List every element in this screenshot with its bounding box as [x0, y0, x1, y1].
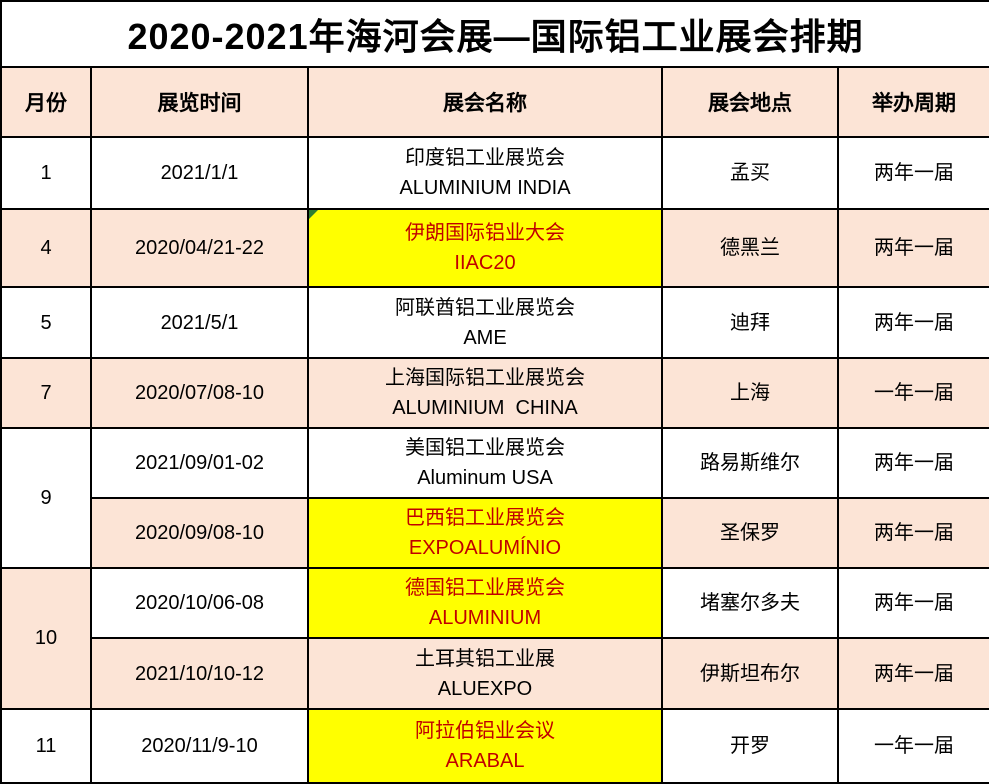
location-cell: 路易斯维尔	[661, 426, 839, 500]
name-cn: 上海国际铝工业展览会	[385, 366, 585, 389]
name-en: EXPOALUMÍNIO	[408, 537, 562, 560]
cycle-cell: 两年一届	[836, 135, 989, 211]
name-cn: 德国铝工业展览会	[405, 577, 565, 600]
location-cell: 伊斯坦布尔	[661, 637, 839, 710]
name-en: ALUMINIUM CHINA	[392, 396, 578, 419]
date-cell: 2020/04/21-22	[90, 208, 309, 289]
name-en: ALUMINIUM INDIA	[399, 177, 571, 200]
location-cell: 圣保罗	[661, 497, 839, 570]
excel-error-indicator-icon	[310, 211, 318, 220]
name-cell: 上海国际铝工业展览会 ALUMINIUM CHINA	[307, 356, 663, 429]
cycle-cell: 一年一届	[836, 356, 989, 429]
table-row: 11 2020/11/9-10 阿拉伯铝业会议 ARABAL 开罗 一年一届	[0, 707, 989, 784]
name-cell: 美国铝工业展览会 Aluminum USA	[307, 426, 663, 500]
date-cell: 2021/1/1	[90, 135, 309, 211]
date-cell: 2020/11/9-10	[90, 707, 309, 784]
column-header-name: 展会名称	[307, 66, 663, 138]
table-row: 2021/10/10-12 土耳其铝工业展 ALUEXPO 伊斯坦布尔 两年一届	[1, 637, 989, 710]
name-cn: 巴西铝工业展览会	[405, 507, 565, 530]
name-cell-highlighted: 德国铝工业展览会 ALUMINIUM	[307, 567, 663, 640]
cycle-cell: 一年一届	[836, 707, 989, 784]
table-row: 7 2020/07/08-10 上海国际铝工业展览会 ALUMINIUM CHI…	[0, 356, 989, 429]
name-en: AME	[463, 326, 507, 349]
date-cell: 2020/07/08-10	[90, 356, 309, 429]
name-cell-highlighted: 阿拉伯铝业会议 ARABAL	[307, 707, 663, 784]
location-cell: 堵塞尔多夫	[661, 567, 839, 640]
name-cn: 印度铝工业展览会	[405, 147, 565, 170]
name-cn: 阿联酋铝工业展览会	[395, 296, 575, 319]
table-row: 2020/09/08-10 巴西铝工业展览会 EXPOALUMÍNIO 圣保罗 …	[1, 497, 989, 570]
location-cell: 孟买	[661, 135, 839, 211]
location-cell: 上海	[661, 356, 839, 429]
table-row: 5 2021/5/1 阿联酋铝工业展览会 AME 迪拜 两年一届	[0, 286, 989, 359]
name-cell-highlighted: 巴西铝工业展览会 EXPOALUMÍNIO	[307, 497, 663, 570]
title-row: 2020-2021年海河会展—国际铝工业展会排期	[0, 0, 989, 68]
date-cell: 2020/09/08-10	[90, 497, 309, 570]
month-cell: 7	[0, 356, 92, 429]
date-cell: 2021/09/01-02	[90, 426, 309, 500]
name-cell: 印度铝工业展览会 ALUMINIUM INDIA	[307, 135, 663, 211]
column-header-row: 月份 展览时间 展会名称 展会地点 举办周期	[0, 66, 989, 138]
date-cell: 2021/5/1	[90, 286, 309, 359]
name-cn: 土耳其铝工业展	[415, 647, 555, 670]
name-cell: 阿联酋铝工业展览会 AME	[307, 286, 663, 359]
name-cn: 伊朗国际铝业大会	[405, 222, 565, 245]
location-cell: 德黑兰	[661, 208, 839, 289]
name-en: ALUMINIUM	[428, 607, 542, 630]
month-cell-span: 9	[0, 426, 92, 570]
cycle-cell: 两年一届	[836, 286, 989, 359]
location-cell: 开罗	[661, 707, 839, 784]
month-cell: 1	[0, 135, 92, 211]
cycle-cell: 两年一届	[836, 567, 989, 640]
cycle-cell: 两年一届	[836, 426, 989, 500]
month-cell: 11	[0, 707, 92, 784]
cycle-cell: 两年一届	[836, 497, 989, 570]
name-cell: 土耳其铝工业展 ALUEXPO	[307, 637, 663, 710]
location-cell: 迪拜	[661, 286, 839, 359]
name-en: ARABAL	[445, 749, 525, 772]
table-row: 10 2020/10/06-08 德国铝工业展览会 ALUMINIUM 堵塞尔多…	[0, 567, 989, 710]
name-en: Aluminum USA	[417, 466, 553, 489]
column-header-month: 月份	[0, 66, 92, 138]
table-row: 9 2021/09/01-02 美国铝工业展览会 Aluminum USA 路易…	[0, 426, 989, 570]
month-cell: 5	[0, 286, 92, 359]
month-cell-span: 10	[0, 567, 92, 710]
date-cell: 2021/10/10-12	[90, 637, 309, 710]
cycle-cell: 两年一届	[836, 208, 989, 289]
date-cell: 2020/10/06-08	[90, 567, 309, 640]
table-row: 4 2020/04/21-22 伊朗国际铝业大会 IIAC20 德黑兰 两年一届	[0, 208, 989, 289]
name-cell-highlighted: 伊朗国际铝业大会 IIAC20	[307, 208, 663, 289]
name-cn: 阿拉伯铝业会议	[415, 719, 555, 742]
cycle-cell: 两年一届	[836, 637, 989, 710]
page-title: 2020-2021年海河会展—国际铝工业展会排期	[0, 0, 989, 68]
column-header-date: 展览时间	[90, 66, 309, 138]
name-en: ALUEXPO	[437, 677, 533, 700]
column-header-cycle: 举办周期	[836, 66, 989, 138]
month-cell: 4	[0, 208, 92, 289]
table-row: 1 2021/1/1 印度铝工业展览会 ALUMINIUM INDIA 孟买 两…	[0, 135, 989, 211]
column-header-location: 展会地点	[661, 66, 839, 138]
name-en: IIAC20	[454, 252, 516, 275]
name-cn: 美国铝工业展览会	[405, 436, 565, 459]
